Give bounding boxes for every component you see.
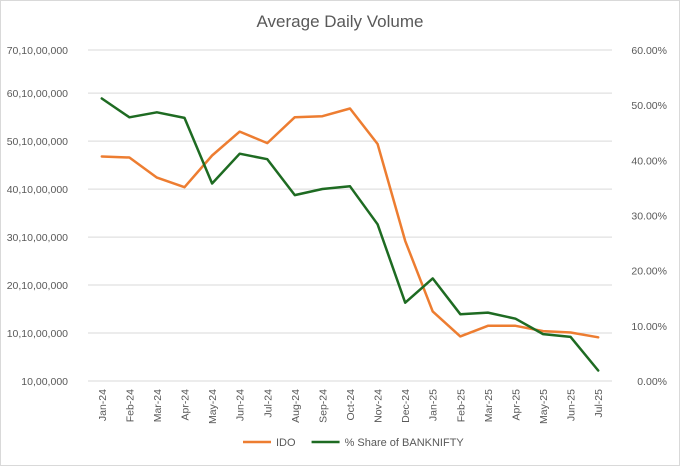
x-tick-label: Jun-24 bbox=[235, 389, 247, 421]
left-tick-label: 20,10,00,000 bbox=[7, 280, 68, 292]
right-tick-label: 50.00% bbox=[631, 100, 667, 112]
left-tick-label: 40,10,00,000 bbox=[7, 184, 68, 196]
left-y-axis: 10,00,000 10,10,00,000 20,10,00,000 30,10,0… bbox=[7, 45, 68, 388]
x-tick-label: Aug-24 bbox=[290, 389, 302, 423]
right-tick-label: 40.00% bbox=[631, 155, 667, 167]
x-tick-label: Feb-24 bbox=[124, 389, 136, 422]
x-tick-label: Jul-25 bbox=[593, 389, 605, 418]
gridlines bbox=[88, 49, 612, 382]
x-tick-label: Sep-24 bbox=[317, 389, 329, 423]
right-tick-label: 0.00% bbox=[637, 376, 667, 388]
x-tick-label: May-24 bbox=[207, 389, 219, 424]
left-tick-label: 30,10,00,000 bbox=[7, 232, 68, 244]
right-tick-label: 60.00% bbox=[631, 45, 667, 57]
x-tick-label: Mar-24 bbox=[152, 389, 164, 422]
left-tick-label: 50,10,00,000 bbox=[7, 136, 68, 148]
legend-label-1: IDO bbox=[276, 437, 296, 449]
x-tick-label: Feb-25 bbox=[455, 389, 467, 422]
series-line-2 bbox=[100, 97, 600, 372]
chart-title: Average Daily Volume bbox=[257, 12, 424, 31]
legend: IDO % Share of BANKNIFTY bbox=[243, 437, 464, 449]
left-tick-label: 60,10,00,000 bbox=[7, 88, 68, 100]
x-tick-label: Jun-25 bbox=[566, 389, 578, 421]
legend-label-2: % Share of BANKNIFTY bbox=[345, 437, 465, 449]
x-tick-label: Apr-24 bbox=[180, 389, 192, 421]
x-tick-label: Apr-25 bbox=[510, 389, 522, 421]
series-line-1 bbox=[100, 107, 600, 339]
x-axis: Jan-24 Feb-24 Mar-24 Apr-24 May-24 Jun-24 Jul-… bbox=[97, 389, 605, 424]
x-tick-label: May-25 bbox=[538, 389, 550, 424]
right-tick-label: 30.00% bbox=[631, 211, 667, 223]
x-tick-label: Mar-25 bbox=[483, 389, 495, 422]
right-tick-label: 10.00% bbox=[631, 321, 667, 333]
right-tick-label: 20.00% bbox=[631, 266, 667, 278]
series-lines bbox=[100, 97, 600, 372]
x-tick-label: Nov-24 bbox=[373, 389, 385, 423]
left-tick-label: 70,10,00,000 bbox=[7, 45, 68, 57]
left-tick-label: 10,10,00,000 bbox=[7, 328, 68, 340]
left-tick-label: 10,00,000 bbox=[21, 376, 68, 388]
x-tick-label: Dec-24 bbox=[400, 389, 412, 423]
x-tick-label: Oct-24 bbox=[345, 389, 357, 421]
x-tick-label: Jul-24 bbox=[262, 389, 274, 418]
right-y-axis: 0.00% 10.00% 20.00% 30.00% 40.00% 50.00% 60.00… bbox=[631, 45, 667, 388]
x-tick-label: Jan-24 bbox=[97, 389, 109, 421]
x-tick-label: Jan-25 bbox=[428, 389, 440, 421]
